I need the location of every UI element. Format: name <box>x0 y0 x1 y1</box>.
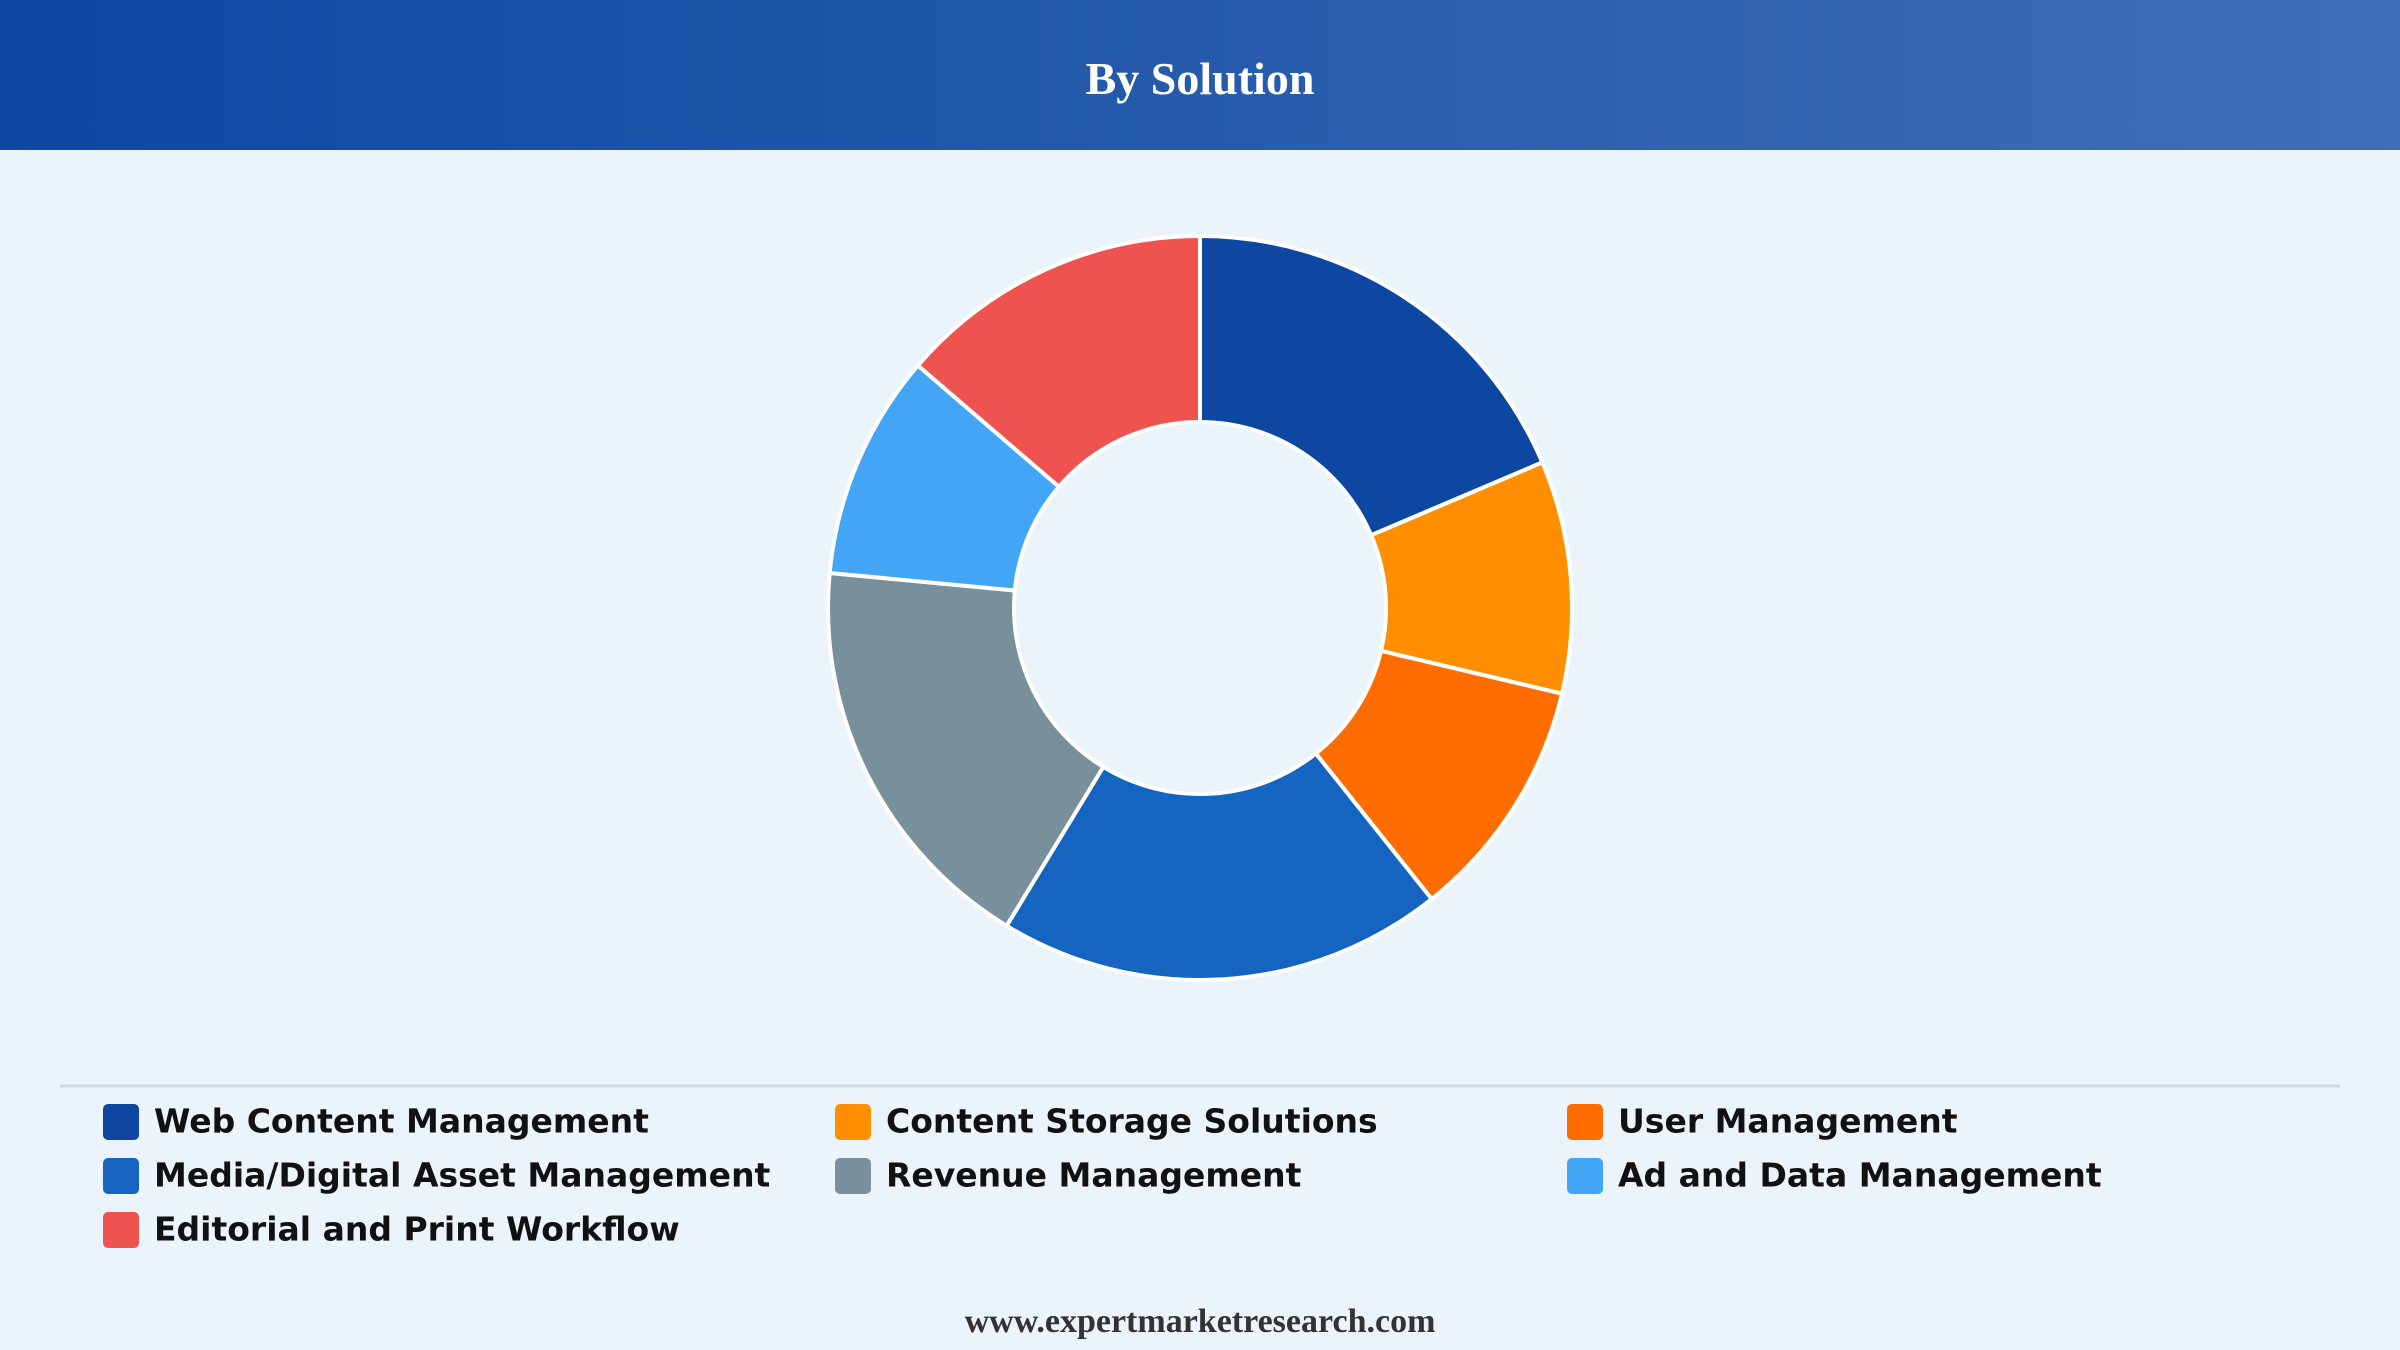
legend-label: Revenue Management <box>886 1156 1302 1195</box>
legend-swatch <box>103 1212 139 1248</box>
donut-slice <box>1003 750 1435 982</box>
donut-slice <box>915 233 1202 490</box>
legend-swatch <box>835 1104 871 1140</box>
legend-label: Ad and Data Management <box>1618 1156 2102 1195</box>
legend-label: User Management <box>1618 1102 1958 1141</box>
footer-url: www.expertmarketresearch.com <box>965 1303 1436 1340</box>
donut-slice <box>826 570 1107 929</box>
legend-swatch <box>1567 1158 1603 1194</box>
header-bar <box>0 0 2400 150</box>
chart-title: By Solution <box>1086 53 1315 104</box>
legend-label: Media/Digital Asset Management <box>154 1156 771 1195</box>
legend-label: Editorial and Print Workflow <box>154 1210 680 1249</box>
legend-label: Web Content Management <box>154 1102 649 1141</box>
legend-swatch <box>835 1158 871 1194</box>
legend-label: Content Storage Solutions <box>886 1102 1378 1141</box>
legend-swatch <box>103 1158 139 1194</box>
donut-slice <box>1198 233 1545 538</box>
legend-swatch <box>1567 1104 1603 1140</box>
legend-swatch <box>103 1104 139 1140</box>
donut-slice <box>1313 648 1565 902</box>
